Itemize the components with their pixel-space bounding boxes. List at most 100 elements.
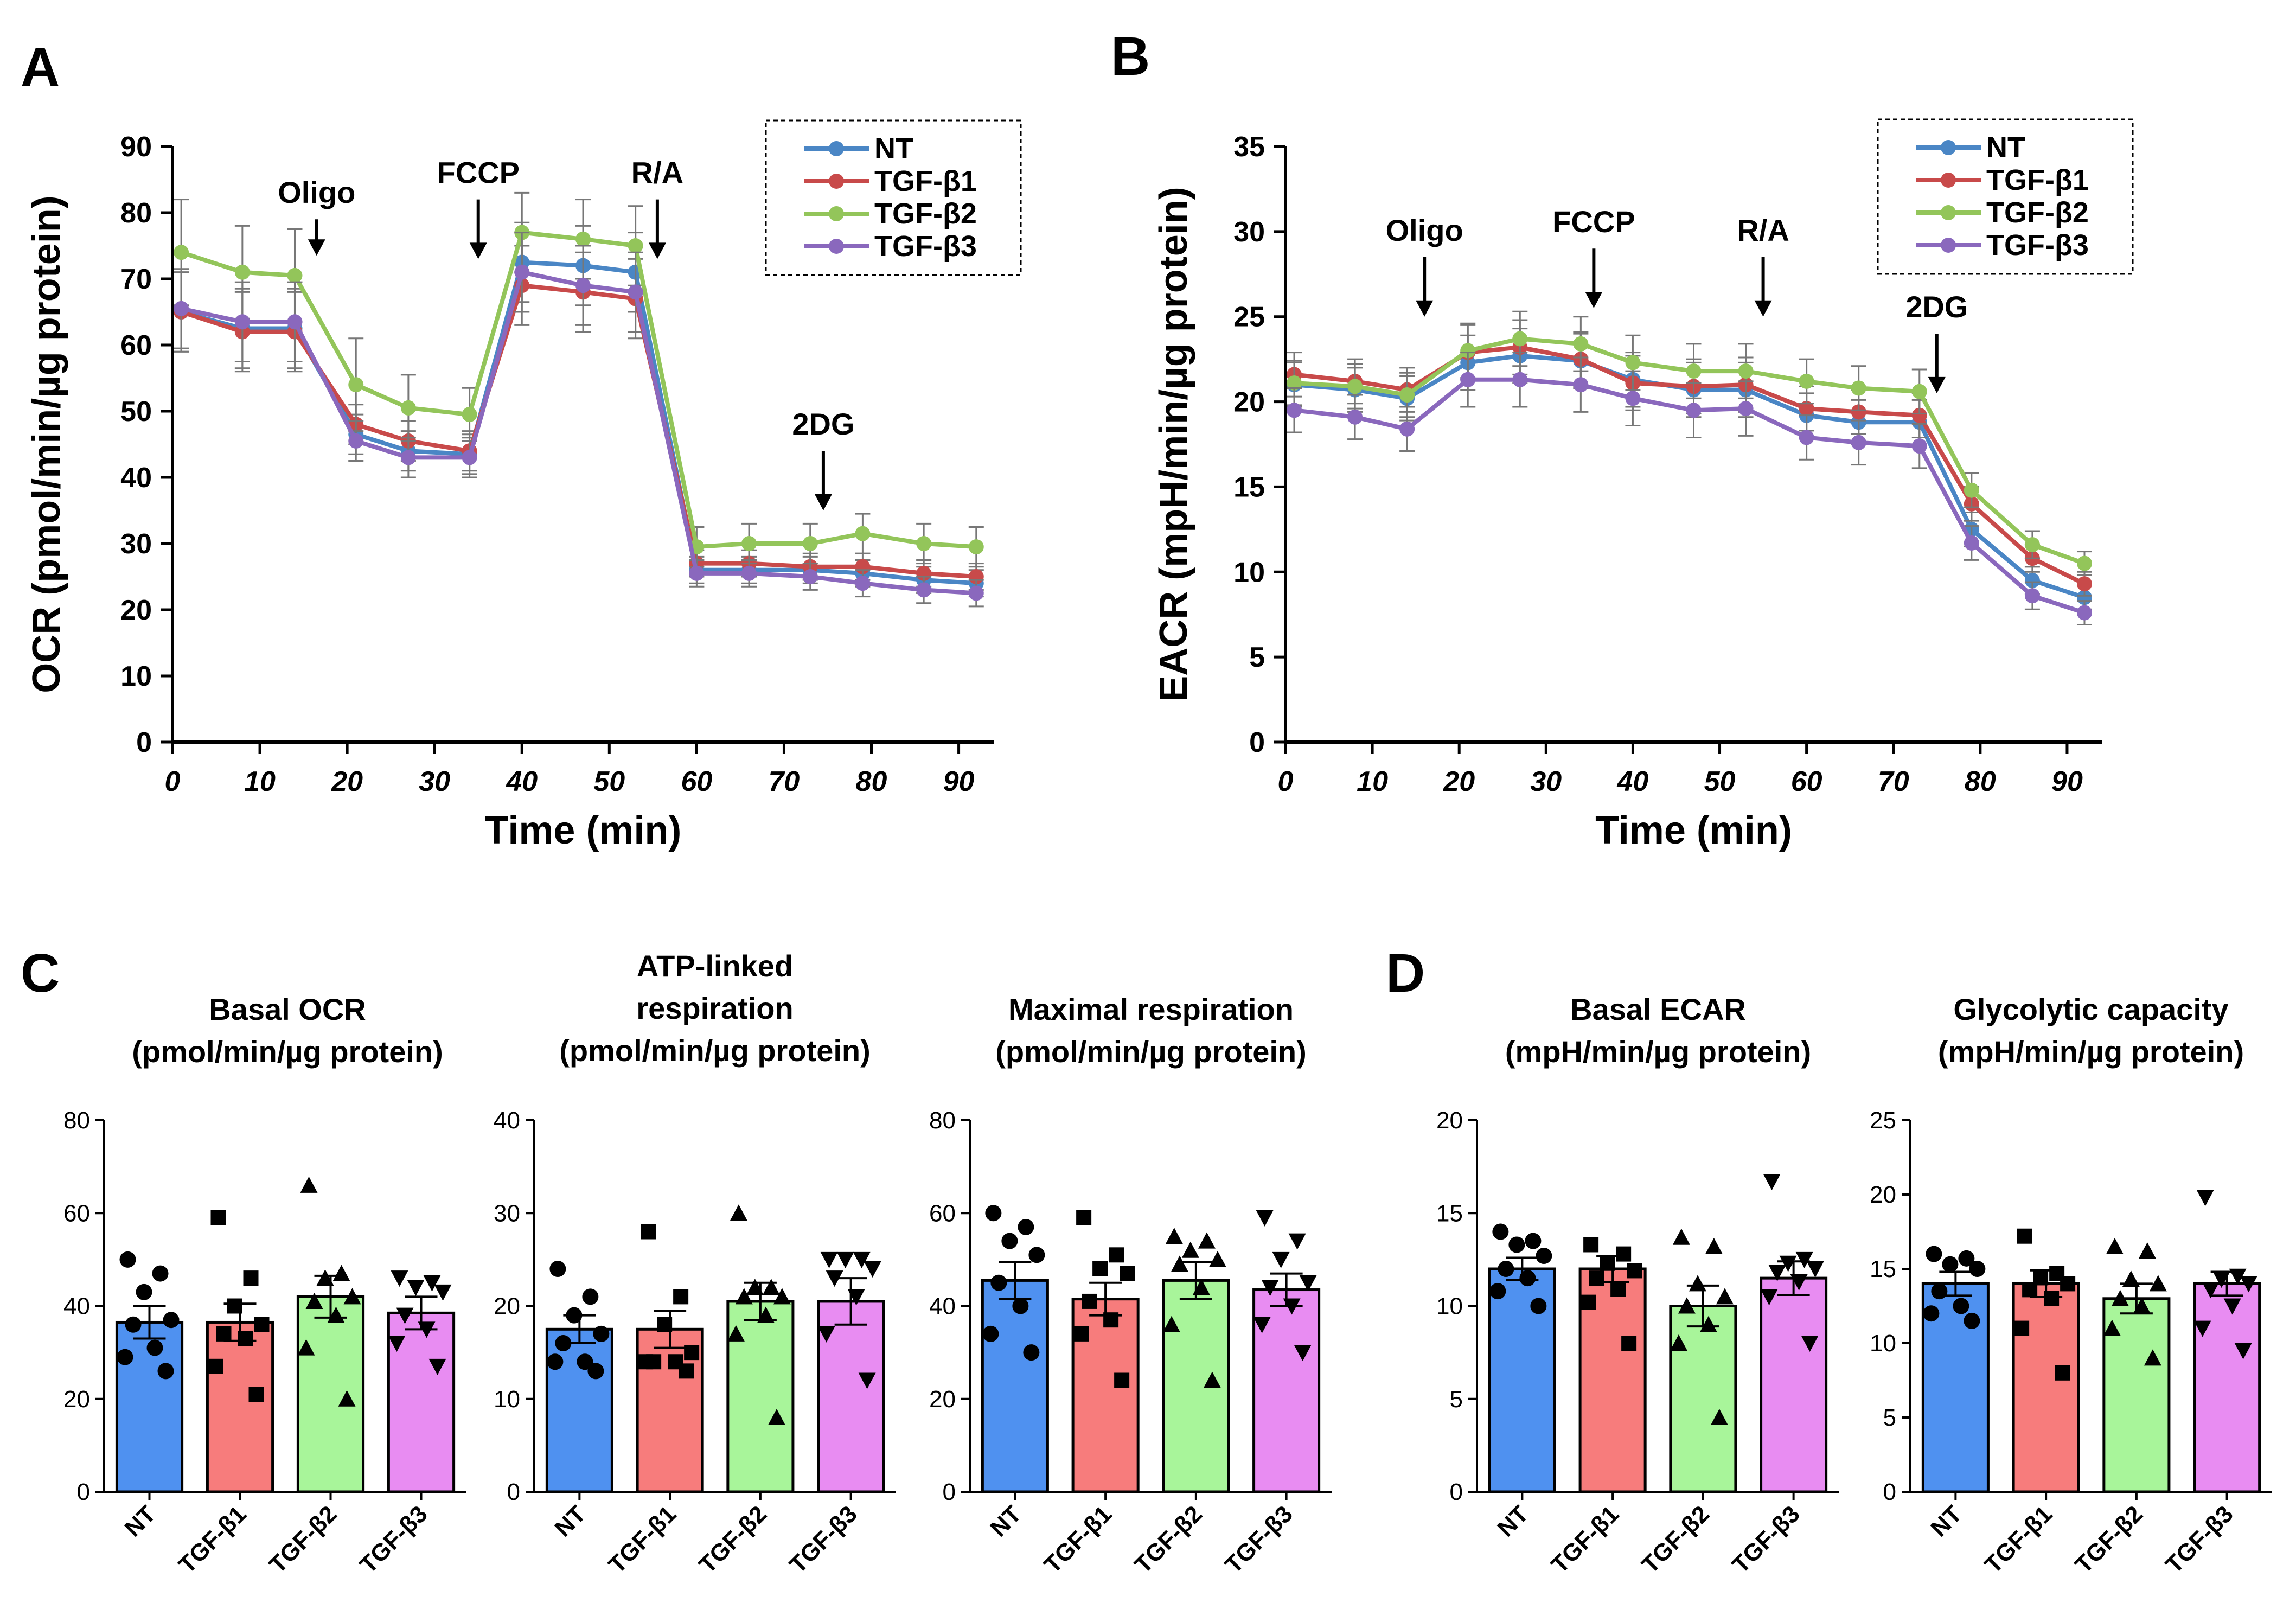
data-point: [332, 1265, 350, 1281]
category-label: TGF-β1: [1039, 1500, 1117, 1579]
legend-swatch-marker: [1941, 140, 1956, 155]
bar-group-tgf-b3: TGF-β3: [1220, 1210, 1321, 1579]
y-tick-label: 80: [63, 1107, 90, 1134]
data-point: [174, 245, 189, 260]
data-point: [587, 1363, 604, 1380]
data-point: [1779, 1255, 1797, 1272]
data-point: [1498, 1261, 1514, 1277]
y-tick-label: 90: [120, 131, 152, 163]
data-point: [1347, 379, 1363, 394]
legend-box: [765, 119, 1022, 276]
bar: [206, 1320, 274, 1493]
y-tick-label: 40: [929, 1293, 956, 1320]
chart-title: Basal OCR: [209, 992, 366, 1026]
bar-group-tgf-b2: TGF-β2: [1129, 1228, 1230, 1579]
data-point: [853, 1251, 871, 1268]
data-point: [582, 1288, 599, 1305]
annotation-arrow-head: [469, 242, 487, 259]
data-point: [1283, 1298, 1301, 1315]
annotation-label: Oligo: [1386, 213, 1463, 247]
chart-title: Basal ECAR: [1570, 992, 1746, 1026]
data-point: [1790, 1274, 1808, 1291]
data-point: [657, 1317, 673, 1332]
bar-group-tgf-b3: TGF-β3: [2160, 1190, 2261, 1579]
data-point: [327, 1306, 345, 1323]
data-point: [1969, 1261, 1986, 1277]
data-point: [254, 1317, 270, 1332]
data-point: [2024, 588, 2040, 604]
data-point: [684, 1345, 700, 1361]
data-point: [1911, 407, 1927, 423]
category-label: TGF-β3: [1220, 1500, 1298, 1579]
data-point: [1288, 1233, 1306, 1250]
data-point: [1399, 387, 1415, 403]
data-point: [2122, 1270, 2140, 1287]
data-point: [2024, 537, 2040, 553]
data-point: [1253, 1317, 1271, 1333]
data-point: [1272, 1251, 1290, 1268]
x-tick-label: 80: [1965, 766, 1996, 797]
series-tgf-b3: [1287, 352, 2092, 626]
annotation-arrow-head: [1585, 292, 1603, 309]
data-point: [1964, 482, 1979, 498]
y-tick-label: 0: [1249, 727, 1265, 758]
data-point: [407, 1280, 425, 1297]
annotation-2dg: 2DG: [792, 407, 855, 510]
data-point: [1583, 1237, 1599, 1253]
bar: [296, 1295, 365, 1493]
data-point: [1512, 372, 1528, 387]
bar-group-tgf-b2: TGF-β2: [2070, 1237, 2171, 1579]
data-point: [117, 1349, 133, 1365]
data-point: [2229, 1268, 2247, 1285]
bar-group-tgf-b1: TGF-β1: [1980, 1228, 2080, 1579]
legend-swatch-marker: [829, 141, 844, 156]
data-point: [547, 1353, 564, 1370]
y-tick-label: 40: [63, 1293, 90, 1320]
annotation-arrow-head: [814, 494, 832, 510]
data-point: [1573, 336, 1589, 352]
category-label: TGF-β1: [1980, 1500, 2058, 1579]
data-point: [2212, 1272, 2230, 1288]
data-point: [628, 238, 643, 253]
data-point: [802, 569, 818, 584]
bar-group-tgf-b1: TGF-β1: [1546, 1237, 1647, 1579]
data-point: [820, 1251, 838, 1268]
data-point: [1738, 401, 1754, 417]
data-point: [1699, 1316, 1717, 1332]
legend-label: NT: [874, 132, 913, 165]
data-point: [2240, 1276, 2257, 1293]
data-point: [1931, 1283, 1948, 1300]
y-axis-title: EACR (mpH/min/µg protein): [1152, 187, 1195, 701]
x-tick-label: 50: [1704, 766, 1736, 797]
category-label: TGF-β1: [174, 1500, 252, 1579]
y-tick-label: 10: [120, 661, 152, 692]
data-point: [1710, 1409, 1728, 1425]
data-point: [968, 585, 984, 601]
data-point: [1460, 372, 1476, 387]
data-point: [1181, 1241, 1199, 1258]
data-point: [855, 526, 871, 541]
data-point: [2076, 605, 2092, 621]
bar: [1760, 1276, 1828, 1493]
annotation-r-a: R/A: [1737, 213, 1789, 317]
data-point: [968, 539, 984, 555]
y-tick-label: 35: [1233, 131, 1265, 163]
panel-label-c: C: [21, 943, 60, 1004]
y-tick-label: 5: [1450, 1386, 1463, 1413]
data-point: [418, 1321, 436, 1338]
data-point: [982, 1325, 999, 1342]
data-point: [1114, 1372, 1130, 1388]
category-label: NT: [549, 1500, 591, 1542]
data-point: [555, 1335, 572, 1351]
data-point: [2111, 1289, 2129, 1306]
data-point: [741, 536, 757, 551]
data-point: [1299, 1275, 1317, 1292]
annotation-arrow-head: [1416, 300, 1434, 317]
data-point: [1399, 421, 1415, 437]
data-point: [136, 1283, 152, 1300]
data-point: [2133, 1297, 2151, 1314]
chart-title: (mpH/min/µg protein): [1938, 1034, 2244, 1069]
bar: [545, 1327, 613, 1493]
data-point: [2017, 1228, 2032, 1244]
legend-label: NT: [1986, 131, 2025, 164]
